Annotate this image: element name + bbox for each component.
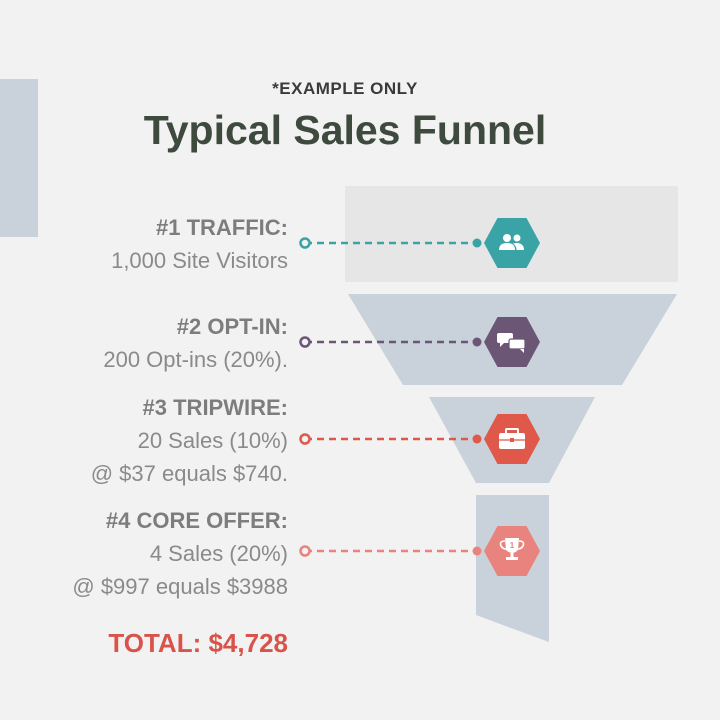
briefcase-icon — [499, 428, 525, 449]
chat-bubbles-icon — [497, 333, 526, 353]
stage-tripwire-text: #3 TRIPWIRE: 20 Sales (10%) @ $37 equals… — [91, 391, 288, 490]
stage-tripwire-line-1: 20 Sales (10%) — [137, 428, 288, 453]
traffic-hexagon — [484, 218, 540, 268]
svg-text:1: 1 — [510, 541, 515, 550]
decorative-side-bar — [0, 79, 38, 237]
users-icon — [499, 234, 524, 250]
stage-core-offer-text: #4 CORE OFFER: 4 Sales (20%) @ $997 equa… — [72, 504, 288, 603]
trophy-icon: 1 — [499, 538, 525, 560]
core-offer-hexagon: 1 — [484, 526, 540, 576]
connector-core-offer — [299, 545, 482, 557]
stage-tripwire-heading: #3 TRIPWIRE: — [142, 395, 288, 420]
stage-traffic-heading: #1 TRAFFIC: — [156, 215, 288, 240]
stage-opt-in-text: #2 OPT-IN: 200 Opt-ins (20%). — [103, 310, 288, 376]
stage-tripwire-line-2: @ $37 equals $740. — [90, 461, 288, 486]
opt-in-hexagon — [484, 317, 540, 367]
connector-tripwire — [299, 433, 482, 445]
stage-opt-in-line-1: 200 Opt-ins (20%). — [103, 347, 288, 372]
connector-traffic — [299, 237, 482, 249]
page-title: Typical Sales Funnel — [143, 107, 547, 153]
stage-core-offer-line-1: 4 Sales (20%) — [149, 541, 288, 566]
connector-opt-in — [299, 336, 482, 348]
tripwire-hexagon — [484, 414, 540, 464]
stage-traffic-text: #1 TRAFFIC: 1,000 Site Visitors — [111, 211, 288, 277]
stage-opt-in-heading: #2 OPT-IN: — [176, 314, 288, 339]
example-note: *EXAMPLE ONLY — [272, 79, 418, 98]
stage-core-offer-line-2: @ $997 equals $3988 — [72, 574, 288, 599]
stage-core-offer-heading: #4 CORE OFFER: — [105, 508, 288, 533]
total-revenue: TOTAL: $4,728 — [108, 628, 288, 658]
stage-traffic-line-1: 1,000 Site Visitors — [111, 248, 288, 273]
